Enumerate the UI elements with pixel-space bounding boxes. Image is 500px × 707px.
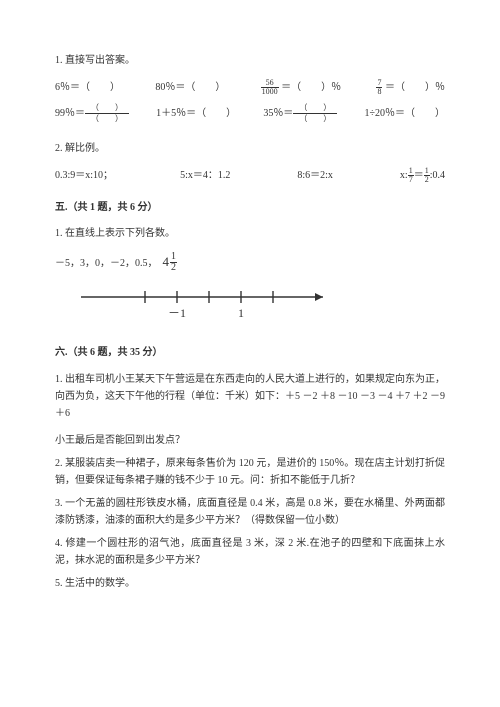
q2-c: 8:6＝2:x <box>297 168 333 184</box>
mixed-number-4-1-2: 4 1 2 <box>163 252 178 273</box>
sec6-p3: 3. 一个无盖的圆柱形铁皮水桶，底面直径是 0.4 米，高是 0.8 米，要在水… <box>55 495 445 529</box>
sec5-prompt: 1. 在直线上表示下列各数。 <box>55 226 445 242</box>
q1-row2: 99％＝ （ ） （ ） 1＋5％＝（ ） 35％＝ （ ） （ ） 1÷20％… <box>55 104 445 123</box>
q1-row1: 6％＝（ ） 80％＝（ ） 56 1000 ＝（ ）％ 7 8 ＝（ ）％ <box>55 79 445 96</box>
q1r2-c: 35％＝ （ ） （ ） <box>263 104 337 123</box>
q1r2-b: 1＋5％＝（ ） <box>156 106 236 122</box>
q2-d: x: 1 7 ＝ 1 2 :0.4 <box>400 167 445 184</box>
blank-fraction-a: （ ） （ ） <box>85 104 129 123</box>
q1r1-d: 7 8 ＝（ ）％ <box>376 79 445 96</box>
q1r1-c: 56 1000 ＝（ ）％ <box>261 79 342 96</box>
q1-prompt: 1. 直接写出答案。 <box>55 53 445 69</box>
q2-prompt: 2. 解比例。 <box>55 141 445 157</box>
sec6-p1b: 小王最后是否能回到出发点？ <box>55 432 445 449</box>
q1r1-a: 6％＝（ ） <box>55 80 120 96</box>
fraction-56-1000: 56 1000 <box>261 79 279 96</box>
sec5-numbers: －5，3，0，－2，0.5， 4 1 2 <box>55 252 445 273</box>
number-line: －1 1 <box>75 281 445 329</box>
axis-label-pos1: 1 <box>238 306 244 320</box>
q2-b: 5:x＝4：1.2 <box>180 168 230 184</box>
sec6-p2: 2. 某服装店卖一种裙子，原来每条售价为 120 元，是进价的 150％。现在店… <box>55 455 445 489</box>
sec6-p5: 5. 生活中的数学。 <box>55 575 445 592</box>
q2-a: 0.3:9＝x:10； <box>55 168 113 184</box>
q1r2-a: 99％＝ （ ） （ ） <box>55 104 129 123</box>
sec6-p1: 1. 出租车司机小王某天下午营运是在东西走向的人民大道上进行的，如果规定向东为正… <box>55 371 445 422</box>
axis-label-neg1: －1 <box>168 306 186 320</box>
sec5-title: 五.（共 1 题，共 6 分） <box>55 200 445 216</box>
q1r2-d: 1÷20％＝（ ） <box>364 106 445 122</box>
sec6-p4: 4. 修建一个圆柱形的沼气池，底面直径是 3 米，深 2 米.在池子的四壁和下底… <box>55 535 445 569</box>
q2-row: 0.3:9＝x:10； 5:x＝4：1.2 8:6＝2:x x: 1 7 ＝ 1… <box>55 167 445 184</box>
blank-fraction-c: （ ） （ ） <box>293 104 337 123</box>
q1r1-b: 80％＝（ ） <box>155 80 225 96</box>
sec6-title: 六.（共 6 题，共 35 分） <box>55 345 445 361</box>
